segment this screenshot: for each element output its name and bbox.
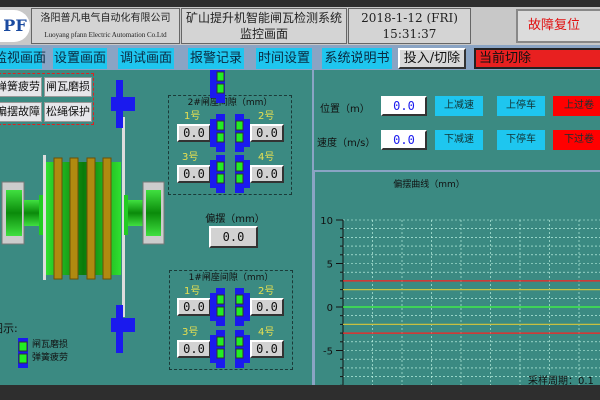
toggle-button[interactable]: 投入/切除	[398, 48, 466, 69]
gap2-label-1: 1号	[184, 111, 201, 122]
gap1-title: 1#闸座间隙（mm）	[188, 273, 274, 283]
tab-settings[interactable]: 设置画面	[53, 48, 107, 69]
gap1-label-2: 2号	[258, 286, 275, 297]
gap1-value-2: 0.0	[250, 298, 284, 316]
gap2-value-1: 0.0	[177, 124, 211, 142]
gap1-value-3: 0.0	[177, 340, 211, 358]
position-label: 位置（m）	[320, 104, 370, 115]
gap2-value-4: 0.0	[250, 165, 284, 183]
sample-period: 采样周期：0.1	[528, 376, 594, 387]
alarm-shoe-wear[interactable]: 闸瓦磨损	[44, 77, 92, 97]
position-value: 0.0	[381, 96, 427, 116]
hoist-drum-diagram	[1, 80, 165, 353]
alarm-spring-fatigue[interactable]: 弹簧疲劳	[0, 77, 42, 97]
gap2-title: 2#闸座间隙（mm）	[187, 98, 273, 108]
y-tick-label: -5	[323, 347, 333, 358]
panel-divider	[312, 70, 314, 385]
upper-decel-indicator: 上减速	[435, 96, 483, 116]
gap2-value-2: 0.0	[250, 124, 284, 142]
upper-stop-indicator: 上停车	[497, 96, 545, 116]
main-panel: 弹簧疲劳 闸瓦磨损 偏摆故障 松绳保护 2#闸座间隙（mm） 1号 2号 3号 …	[0, 70, 600, 387]
tab-monitor[interactable]: 监视画面	[0, 48, 46, 69]
logo: PF	[0, 10, 30, 42]
legend-shoe-icon	[18, 338, 28, 368]
gap1-value-4: 0.0	[250, 340, 284, 358]
gap2-label-2: 2号	[258, 111, 275, 122]
nav-bar: 监视画面 设置画面 调试画面 报警记录 时间设置 系统说明书 投入/切除 当前切…	[0, 45, 600, 70]
y-tick-label: 10	[320, 216, 333, 227]
tab-manual[interactable]: 系统说明书	[322, 48, 392, 69]
speed-label: 速度（m/s）	[317, 138, 376, 149]
gap1-label-4: 4号	[258, 327, 275, 338]
company-name-cn: 洛阳普凡电气自动化有限公司	[40, 13, 171, 24]
speed-value: 0.0	[381, 130, 427, 150]
gap2-group	[168, 95, 292, 195]
y-tick-label: 5	[327, 260, 333, 271]
datetime-box: 2018-1-12 (FRI) 15:31:37	[348, 8, 471, 44]
gap1-label-1: 1号	[184, 286, 201, 297]
legend-spring-fatigue: 弹簧疲劳	[32, 353, 69, 363]
chart-title: 偏摆曲线（mm）	[393, 180, 465, 190]
gap1-value-1: 0.0	[177, 298, 211, 316]
tab-debug[interactable]: 调试画面	[118, 48, 174, 69]
swing-label: 偏摆（mm）	[205, 214, 265, 225]
current-cut-button[interactable]: 当前切除	[474, 48, 600, 69]
app-title: 矿山提升机智能闸瓦检测系统	[185, 11, 342, 25]
upper-overwind-indicator: 上过卷	[553, 96, 600, 116]
tab-alarm-log[interactable]: 报警记录	[188, 48, 244, 69]
company-box: 洛阳普凡电气自动化有限公司 Luoyang pfann Electric Aut…	[31, 8, 180, 44]
lower-overwind-indicator: 下过卷	[553, 130, 600, 150]
gap2-label-4: 4号	[258, 152, 275, 163]
brake-shoe-icons	[210, 70, 250, 369]
lower-decel-indicator: 下减速	[435, 130, 483, 150]
alarm-group	[0, 73, 94, 125]
time-text: 15:31:37	[382, 27, 437, 41]
fault-reset-button[interactable]: 故障复位	[516, 9, 600, 43]
legend-shoe-wear: 闸瓦磨损	[32, 340, 69, 350]
title-box: 矿山提升机智能闸瓦检测系统 监控画面	[181, 8, 347, 44]
swing-value: 0.0	[209, 226, 258, 248]
company-name-en: Luoyang pfann Electric Automation Co.Ltd	[44, 31, 167, 39]
gap1-label-3: 3号	[182, 327, 199, 338]
alarm-swing-fault[interactable]: 偏摆故障	[0, 102, 42, 122]
gap2-value-3: 0.0	[177, 165, 211, 183]
gap1-group	[169, 270, 293, 370]
header: PF 洛阳普凡电气自动化有限公司 Luoyang pfann Electric …	[0, 7, 600, 45]
tab-time-settings[interactable]: 时间设置	[256, 48, 312, 69]
lower-stop-indicator: 下停车	[497, 130, 545, 150]
gap2-label-3: 3号	[182, 152, 199, 163]
app-subtitle: 监控画面	[239, 27, 288, 41]
chart-panel	[314, 170, 600, 385]
y-tick-label: 0	[327, 303, 333, 314]
date-text: 2018-1-12 (FRI)	[361, 11, 458, 25]
alarm-slack-rope[interactable]: 松绳保护	[44, 102, 92, 122]
legend-title: 图示:	[0, 322, 18, 335]
